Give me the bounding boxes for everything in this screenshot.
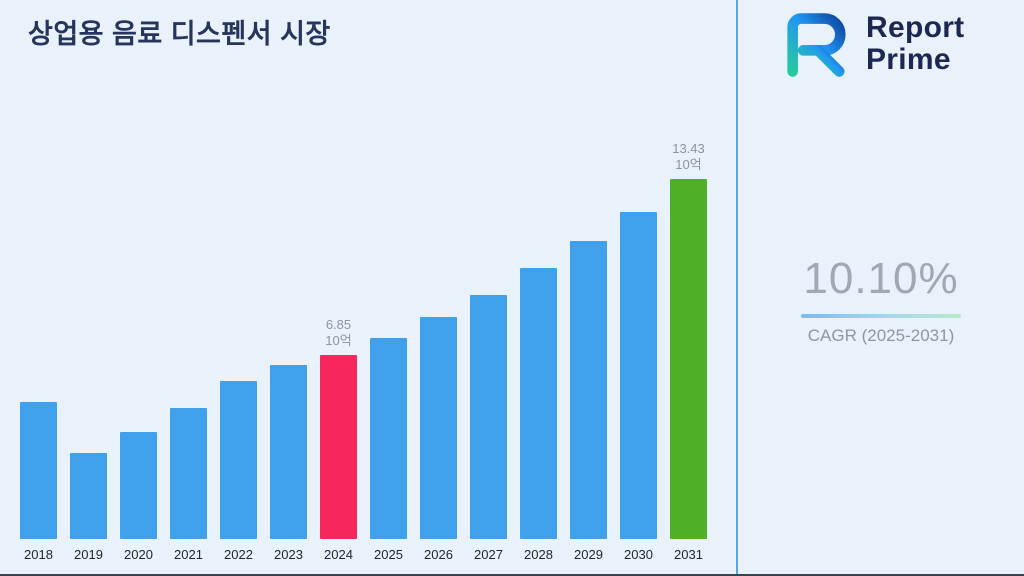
bar-column: 2021 — [170, 408, 207, 562]
x-axis-label: 2021 — [174, 547, 203, 562]
panel-divider — [736, 0, 738, 576]
bar-chart: 2018 2019 2020 2021 2022 2023 6.85 10억 2024 2025 2… — [20, 140, 707, 562]
bar-2022 — [220, 381, 257, 539]
bottom-border — [0, 574, 1024, 576]
x-axis-label: 2031 — [674, 547, 703, 562]
bar-column: 2025 — [370, 338, 407, 562]
bar-2023 — [270, 365, 307, 539]
bar-2026 — [420, 317, 457, 539]
logo-text-prime: Prime — [866, 43, 951, 76]
cagr-value: 10.10% — [803, 254, 959, 303]
x-axis-label: 2028 — [524, 547, 553, 562]
bar-column: 2026 — [420, 317, 457, 562]
x-axis-label: 2030 — [624, 547, 653, 562]
bar-column: 6.85 10억 2024 — [320, 316, 357, 562]
bar-2018 — [20, 402, 57, 539]
x-axis-label: 2022 — [224, 547, 253, 562]
x-axis-label: 2029 — [574, 547, 603, 562]
bar-2028 — [520, 268, 557, 539]
bar-column: 2030 — [620, 212, 657, 562]
bar-2020 — [120, 432, 157, 539]
side-panel: Report Prime 10.10% CAGR (2025-2031) — [738, 0, 1024, 576]
report-prime-logo-icon — [787, 13, 846, 77]
bar-2029 — [570, 241, 607, 539]
bar-2027 — [470, 295, 507, 539]
x-axis-label: 2026 — [424, 547, 453, 562]
bar-column: 13.43 10억 2031 — [670, 140, 707, 562]
bar-column: 2020 — [120, 432, 157, 562]
logo-text-report: Report — [866, 10, 965, 44]
x-axis-label: 2018 — [24, 547, 53, 562]
bar-column: 2018 — [20, 402, 57, 562]
bar-column: 2029 — [570, 241, 607, 562]
x-axis-label: 2023 — [274, 547, 303, 562]
x-axis-label: 2024 — [324, 547, 353, 562]
bar-column: 2022 — [220, 381, 257, 562]
cagr-underline — [801, 314, 961, 318]
report-prime-logo: Report Prime — [778, 8, 964, 80]
logo-text: Report Prime — [866, 10, 965, 77]
bar-2021 — [170, 408, 207, 539]
cagr-caption: CAGR (2025-2031) — [807, 326, 955, 345]
bar-column: 2023 — [270, 365, 307, 562]
chart-title: 상업용 음료 디스펜서 시장 — [28, 19, 331, 49]
x-axis-label: 2025 — [374, 547, 403, 562]
bar-2030 — [620, 212, 657, 539]
bar-2025 — [370, 338, 407, 539]
bar-2019 — [70, 453, 107, 539]
x-axis-label: 2020 — [124, 547, 153, 562]
bar-2031 — [670, 179, 707, 539]
cagr-block: 10.10% CAGR (2025-2031) — [738, 254, 1024, 346]
x-axis-label: 2027 — [474, 547, 503, 562]
bar-value-label: 6.85 10억 — [325, 316, 352, 348]
bar-2024 — [320, 355, 357, 539]
bar-column: 2027 — [470, 295, 507, 562]
bar-column: 2028 — [520, 268, 557, 562]
bar-value-label: 13.43 10억 — [672, 140, 705, 172]
bar-column: 2019 — [70, 453, 107, 562]
chart-panel: 상업용 음료 디스펜서 시장 2018 2019 2020 2021 2022 2023 6… — [20, 19, 707, 562]
x-axis-label: 2019 — [74, 547, 103, 562]
